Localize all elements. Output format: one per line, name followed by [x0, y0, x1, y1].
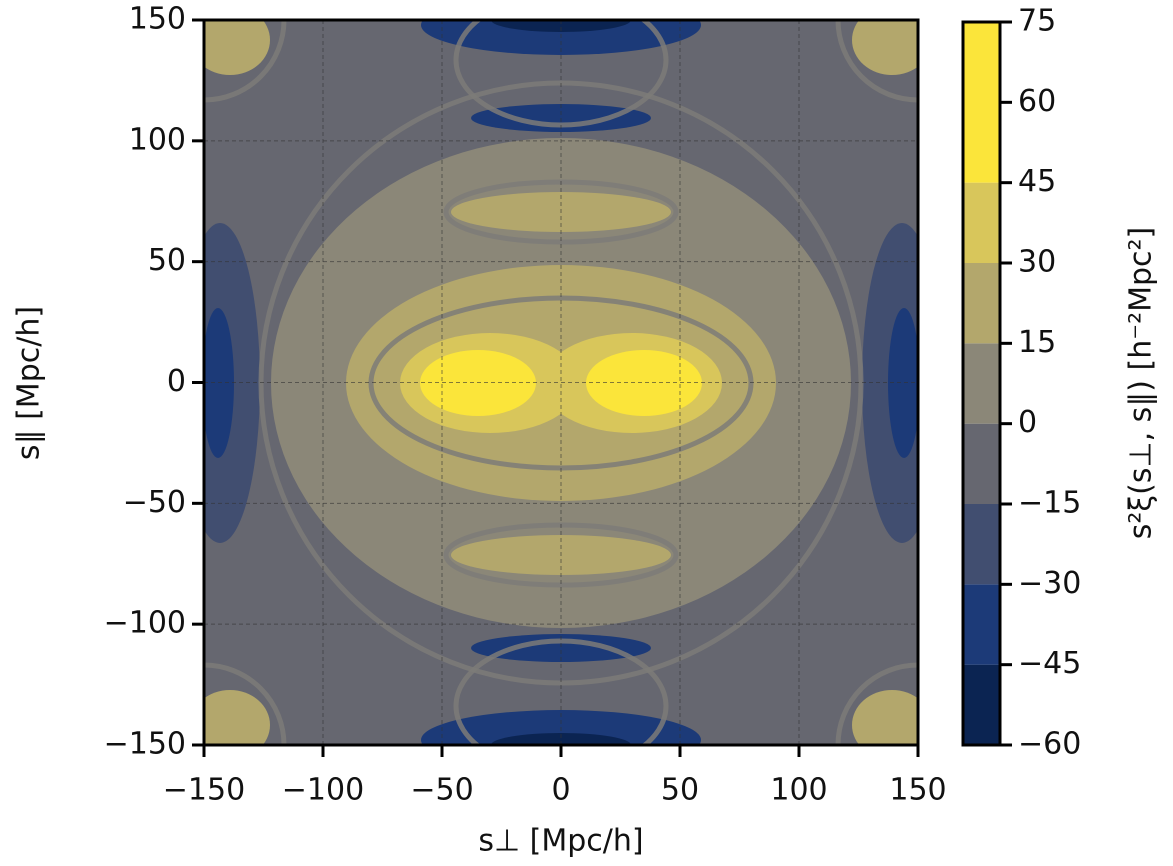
region	[852, 690, 918, 745]
x-tick-label: −150	[163, 773, 245, 808]
y-tick-label: −100	[104, 606, 186, 641]
colorbar-band	[963, 584, 1000, 665]
x-tick-label: 0	[551, 773, 570, 808]
colorbar-tick-label: −15	[1018, 486, 1081, 521]
colorbar-band	[963, 664, 1000, 745]
contour-line	[453, 638, 669, 745]
colorbar-tick-label: −60	[1018, 727, 1081, 762]
colorbar-band	[963, 504, 1000, 585]
colorbar-tick-label: 75	[1018, 4, 1056, 39]
colorbar-band	[963, 22, 1000, 183]
y-tick-label: −50	[123, 485, 186, 520]
region	[888, 308, 918, 458]
x-tick-label: −100	[282, 773, 364, 808]
region	[491, 733, 631, 745]
colorbar-tick-label: 15	[1018, 325, 1056, 360]
colorbar-tick-label: −30	[1018, 566, 1081, 601]
y-tick-label: 50	[148, 243, 186, 278]
colorbar-tick-label: 0	[1018, 405, 1037, 440]
region	[491, 20, 631, 32]
y-tick-label: 150	[129, 2, 186, 37]
colorbar-tick-label: −45	[1018, 646, 1081, 681]
x-tick-label: 50	[661, 773, 699, 808]
x-tick-label: 100	[770, 773, 827, 808]
colorbar-tick-label: 60	[1018, 84, 1056, 119]
y-tick-label: −150	[104, 727, 186, 762]
region	[586, 350, 702, 416]
colorbar-band	[963, 423, 1000, 504]
colorbar-tick-label: 30	[1018, 245, 1056, 280]
colorbar-band	[963, 182, 1000, 263]
colorbar-band	[963, 343, 1000, 424]
region	[204, 20, 270, 75]
colorbar-label: s²ξ(s⊥, s∥) [h⁻²Mpc²]	[1124, 227, 1159, 540]
y-tick-label: 100	[129, 122, 186, 157]
y-tick-label: 0	[167, 364, 186, 399]
colorbar-frame	[961, 20, 1002, 747]
colorbar-tick-label: 45	[1018, 164, 1056, 199]
y-axis-label: s∥ [Mpc/h]	[12, 306, 47, 460]
region	[471, 634, 651, 662]
x-tick-label: −50	[410, 773, 473, 808]
x-axis-label: s⊥ [Mpc/h]	[478, 824, 643, 859]
region	[204, 690, 270, 745]
x-tick-label: 150	[889, 773, 946, 808]
colorbar-band	[963, 263, 1000, 344]
region	[852, 20, 918, 75]
